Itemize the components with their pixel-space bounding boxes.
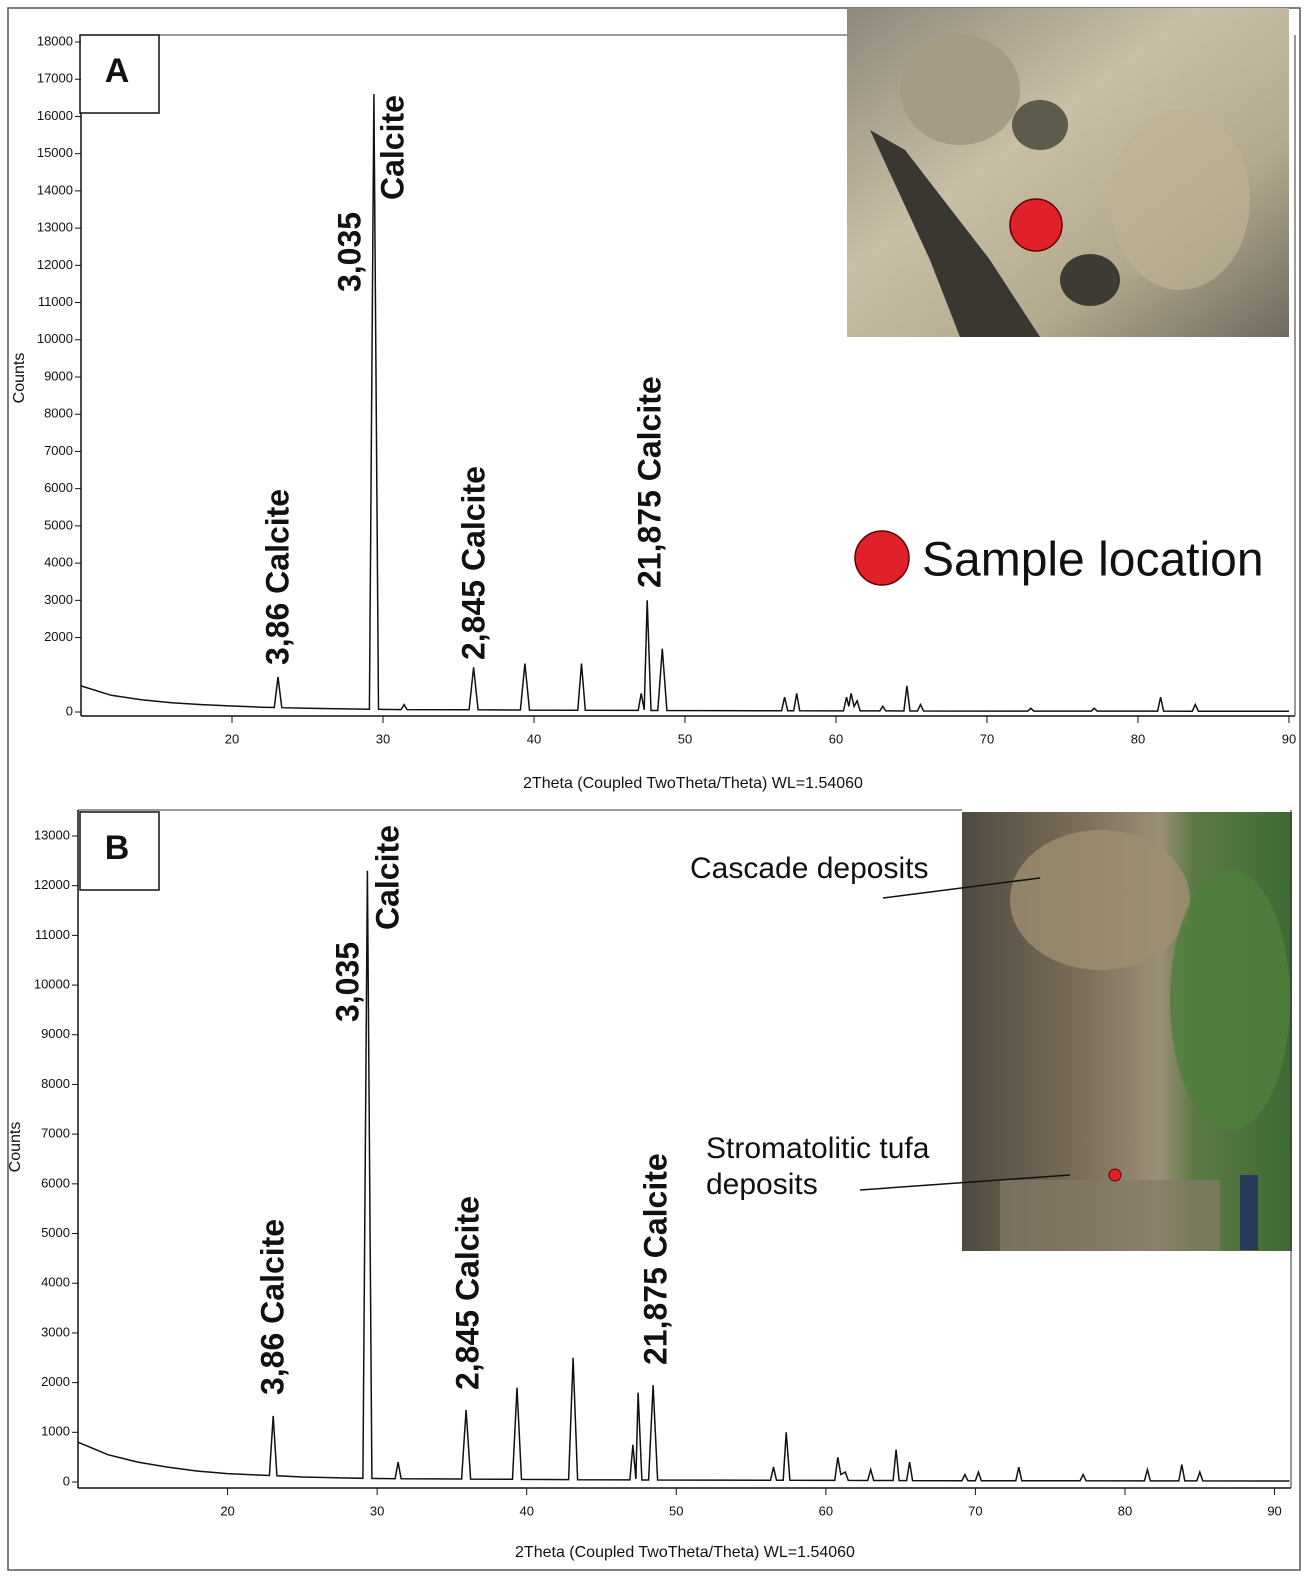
peak-annotation: 3,035 (331, 212, 367, 292)
x-tick-label: 70 (980, 731, 994, 746)
y-tick-label: 10000 (34, 977, 70, 992)
peak-annotation: 3,86 Calcite (259, 489, 295, 665)
y-tick-label: 13000 (34, 827, 70, 842)
panel-label: A (105, 52, 130, 90)
x-tick-label: 50 (669, 1503, 683, 1518)
x-tick-label: 20 (225, 731, 239, 746)
photo-label: Cascade deposits (690, 852, 928, 885)
peak-annotation: Calcite (369, 825, 405, 930)
y-tick-label: 0 (63, 1473, 70, 1488)
figure: A020003000400050006000700080009000100001… (0, 0, 1309, 1576)
x-tick-label: 30 (376, 731, 390, 746)
y-tick-label: 6000 (41, 1175, 70, 1190)
y-tick-label: 5000 (44, 517, 73, 532)
y-tick-label: 8000 (44, 406, 73, 421)
photo-label: Sample location (922, 534, 1264, 587)
peak-annotation: 3,86 Calcite (254, 1219, 290, 1395)
photo-label: Stromatolitic tufa (706, 1132, 930, 1165)
x-tick-label: 70 (968, 1503, 982, 1518)
x-tick-label: 60 (819, 1503, 833, 1518)
photo-label: deposits (706, 1168, 818, 1201)
peak-annotation: 2,845 Calcite (455, 466, 491, 660)
x-tick-label: 40 (527, 731, 541, 746)
panel-label: B (105, 829, 130, 867)
y-tick-label: 2000 (41, 1374, 70, 1389)
peak-annotation: 2,845 Calcite (449, 1196, 485, 1390)
y-tick-label: 5000 (41, 1225, 70, 1240)
y-tick-label: 4000 (44, 555, 73, 570)
y-tick-label: 12000 (34, 877, 70, 892)
y-tick-label: 9000 (41, 1026, 70, 1041)
y-tick-label: 14000 (37, 182, 73, 197)
y-axis-label: Counts (11, 353, 28, 404)
y-tick-label: 12000 (37, 257, 73, 272)
y-tick-label: 13000 (37, 220, 73, 235)
x-tick-label: 90 (1282, 731, 1296, 746)
legend-marker (855, 531, 909, 585)
x-tick-label: 20 (220, 1503, 234, 1518)
y-tick-label: 11000 (38, 294, 73, 309)
y-tick-label: 8000 (41, 1076, 70, 1091)
x-tick-label: 80 (1118, 1503, 1132, 1518)
x-tick-label: 90 (1267, 1503, 1281, 1518)
peak-annotation: 21,875 Calcite (631, 376, 667, 588)
y-tick-label: 3000 (41, 1324, 70, 1339)
y-tick-label: 15000 (37, 145, 73, 160)
peak-annotation: 21,875 Calcite (637, 1153, 673, 1365)
peak-annotation: 3,035 (329, 942, 365, 1022)
x-tick-label: 60 (829, 731, 843, 746)
x-axis-label: 2Theta (Coupled TwoTheta/Theta) WL=1.540… (515, 1544, 855, 1561)
y-tick-label: 3000 (44, 592, 73, 607)
y-tick-label: 0 (66, 703, 73, 718)
y-tick-label: 1000 (41, 1424, 70, 1439)
y-tick-label: 7000 (41, 1126, 70, 1141)
y-axis-label: Counts (7, 1122, 24, 1173)
photo-a (847, 8, 1289, 337)
x-tick-label: 40 (519, 1503, 533, 1518)
y-tick-label: 2000 (44, 629, 73, 644)
y-tick-label: 6000 (44, 480, 73, 495)
x-tick-label: 80 (1131, 731, 1145, 746)
photo-b (962, 812, 1292, 1251)
y-tick-label: 11000 (35, 927, 70, 942)
peak-annotation: Calcite (374, 95, 410, 200)
y-tick-label: 18000 (37, 33, 73, 48)
y-tick-label: 10000 (37, 331, 73, 346)
x-tick-label: 30 (370, 1503, 384, 1518)
y-tick-label: 17000 (37, 71, 73, 86)
y-tick-label: 16000 (37, 108, 73, 123)
x-tick-label: 50 (678, 731, 692, 746)
y-tick-label: 9000 (44, 368, 73, 383)
x-axis-label: 2Theta (Coupled TwoTheta/Theta) WL=1.540… (523, 775, 863, 792)
y-tick-label: 7000 (44, 443, 73, 458)
y-tick-label: 4000 (41, 1275, 70, 1290)
